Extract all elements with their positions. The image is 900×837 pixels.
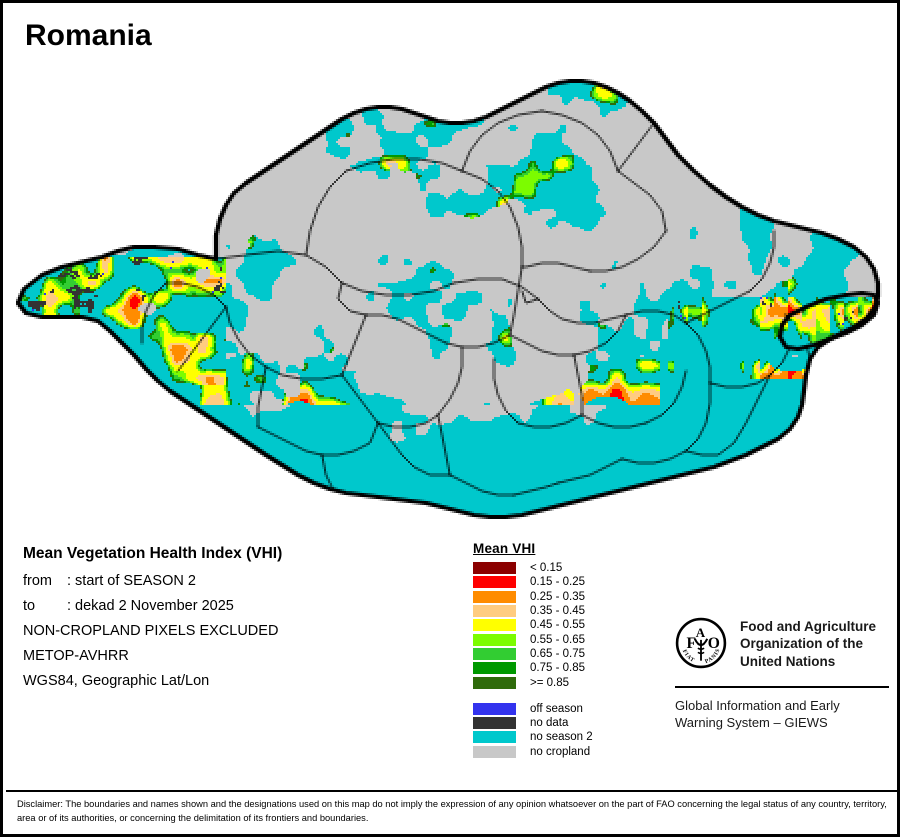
legend-label: 0.15 - 0.25: [530, 576, 585, 589]
fao-branding-block: F O A FIAT PANIS: [675, 617, 889, 732]
svg-text:F: F: [686, 635, 696, 652]
legend-swatch: [473, 590, 516, 603]
legend-label: 0.25 - 0.35: [530, 590, 585, 603]
fao-logo-row: F O A FIAT PANIS: [675, 617, 889, 674]
legend-item: no cropland: [473, 745, 593, 759]
legend-swatch: [473, 662, 516, 675]
legend-swatch: [473, 605, 516, 618]
legend-swatch: [473, 731, 516, 744]
metadata-from-row: from : start of SEASON 2: [23, 573, 453, 589]
map-area[interactable]: [6, 55, 897, 525]
legend-item: 0.45 - 0.55: [473, 618, 593, 632]
page-title: Romania: [25, 19, 152, 52]
map-metadata-block: Mean Vegetation Health Index (VHI) from:…: [23, 545, 453, 698]
legend-swatch: [473, 562, 516, 575]
metadata-from-value: : start of SEASON 2: [67, 573, 196, 589]
giews-line1: Global Information and Early: [675, 698, 840, 713]
metadata-from-key: from: [23, 573, 52, 589]
legend-item: 0.15 - 0.25: [473, 575, 593, 589]
romania-vhi-raster-map[interactable]: [6, 55, 897, 525]
metadata-projection: WGS84, Geographic Lat/Lon: [23, 673, 210, 689]
giews-line2: Warning System – GIEWS: [675, 715, 828, 731]
legend-label: >= 0.85: [530, 676, 570, 689]
legend-label: no data: [530, 717, 569, 730]
legend-swatch: [473, 745, 516, 758]
legend-item: 0.65 - 0.75: [473, 647, 593, 661]
legend-swatch: [473, 717, 516, 730]
legend-item: 0.55 - 0.65: [473, 632, 593, 646]
legend-label: 0.65 - 0.75: [530, 647, 585, 660]
metadata-to-row: to : dekad 2 November 2025: [23, 598, 453, 614]
disclaimer-text: Disclaimer: The boundaries and names sho…: [17, 799, 887, 824]
legend-swatch: [473, 702, 516, 715]
legend-class-list: < 0.15 0.15 - 0.25 0.25 - 0.35 0.35 - 0.45 0…: [473, 561, 593, 690]
legend-label: < 0.15: [530, 562, 563, 575]
legend-item: 0.25 - 0.35: [473, 590, 593, 604]
fao-org-line1: Food and Agriculture: [740, 619, 876, 634]
svg-text:A: A: [696, 625, 706, 640]
legend-item: no data: [473, 716, 593, 730]
metadata-to-value: : dekad 2 November 2025: [67, 598, 234, 614]
legend-label: off season: [530, 702, 583, 715]
fao-org-line3: United Nations: [740, 653, 836, 669]
metadata-to-key: to: [23, 598, 36, 614]
legend-title: Mean VHI: [473, 541, 536, 556]
legend-swatch: [473, 576, 516, 589]
fao-org-line2: Organization of the: [740, 636, 863, 652]
legend-label: 0.45 - 0.55: [530, 619, 585, 632]
legend-label: 0.55 - 0.65: [530, 633, 585, 646]
legend-swatch: [473, 619, 516, 632]
legend-item: 0.35 - 0.45: [473, 604, 593, 618]
legend-spacer: [473, 690, 593, 702]
legend-item: >= 0.85: [473, 675, 593, 689]
legend-label: no season 2: [530, 731, 593, 744]
legend-status-list: off season no data no season 2 no cropland: [473, 702, 593, 759]
fao-org-name: Food and Agriculture Organization of the…: [740, 617, 876, 670]
fao-emblem-icon: F O A FIAT PANIS: [675, 617, 727, 674]
metadata-cropland-note: NON-CROPLAND PIXELS EXCLUDED: [23, 623, 279, 639]
giews-name: Global Information and Early Warning Sys…: [675, 697, 889, 732]
svg-text:O: O: [708, 635, 720, 652]
legend-swatch: [473, 676, 516, 689]
legend-item: 0.75 - 0.85: [473, 661, 593, 675]
legend-label: 0.75 - 0.85: [530, 662, 585, 675]
metadata-title: Mean Vegetation Health Index (VHI): [23, 545, 283, 562]
legend-item: no season 2: [473, 730, 593, 744]
disclaimer-divider: [6, 790, 897, 792]
legend-label: no cropland: [530, 745, 591, 758]
legend-label: 0.35 - 0.45: [530, 605, 585, 618]
legend-swatch: [473, 633, 516, 646]
legend-swatch: [473, 647, 516, 660]
legend-item: < 0.15: [473, 561, 593, 575]
fao-divider: [675, 686, 889, 688]
metadata-sensor: METOP-AVHRR: [23, 648, 129, 664]
map-legend: Mean VHI < 0.15 0.15 - 0.25 0.25 - 0.35 0.3…: [473, 541, 593, 759]
legend-item: off season: [473, 702, 593, 716]
